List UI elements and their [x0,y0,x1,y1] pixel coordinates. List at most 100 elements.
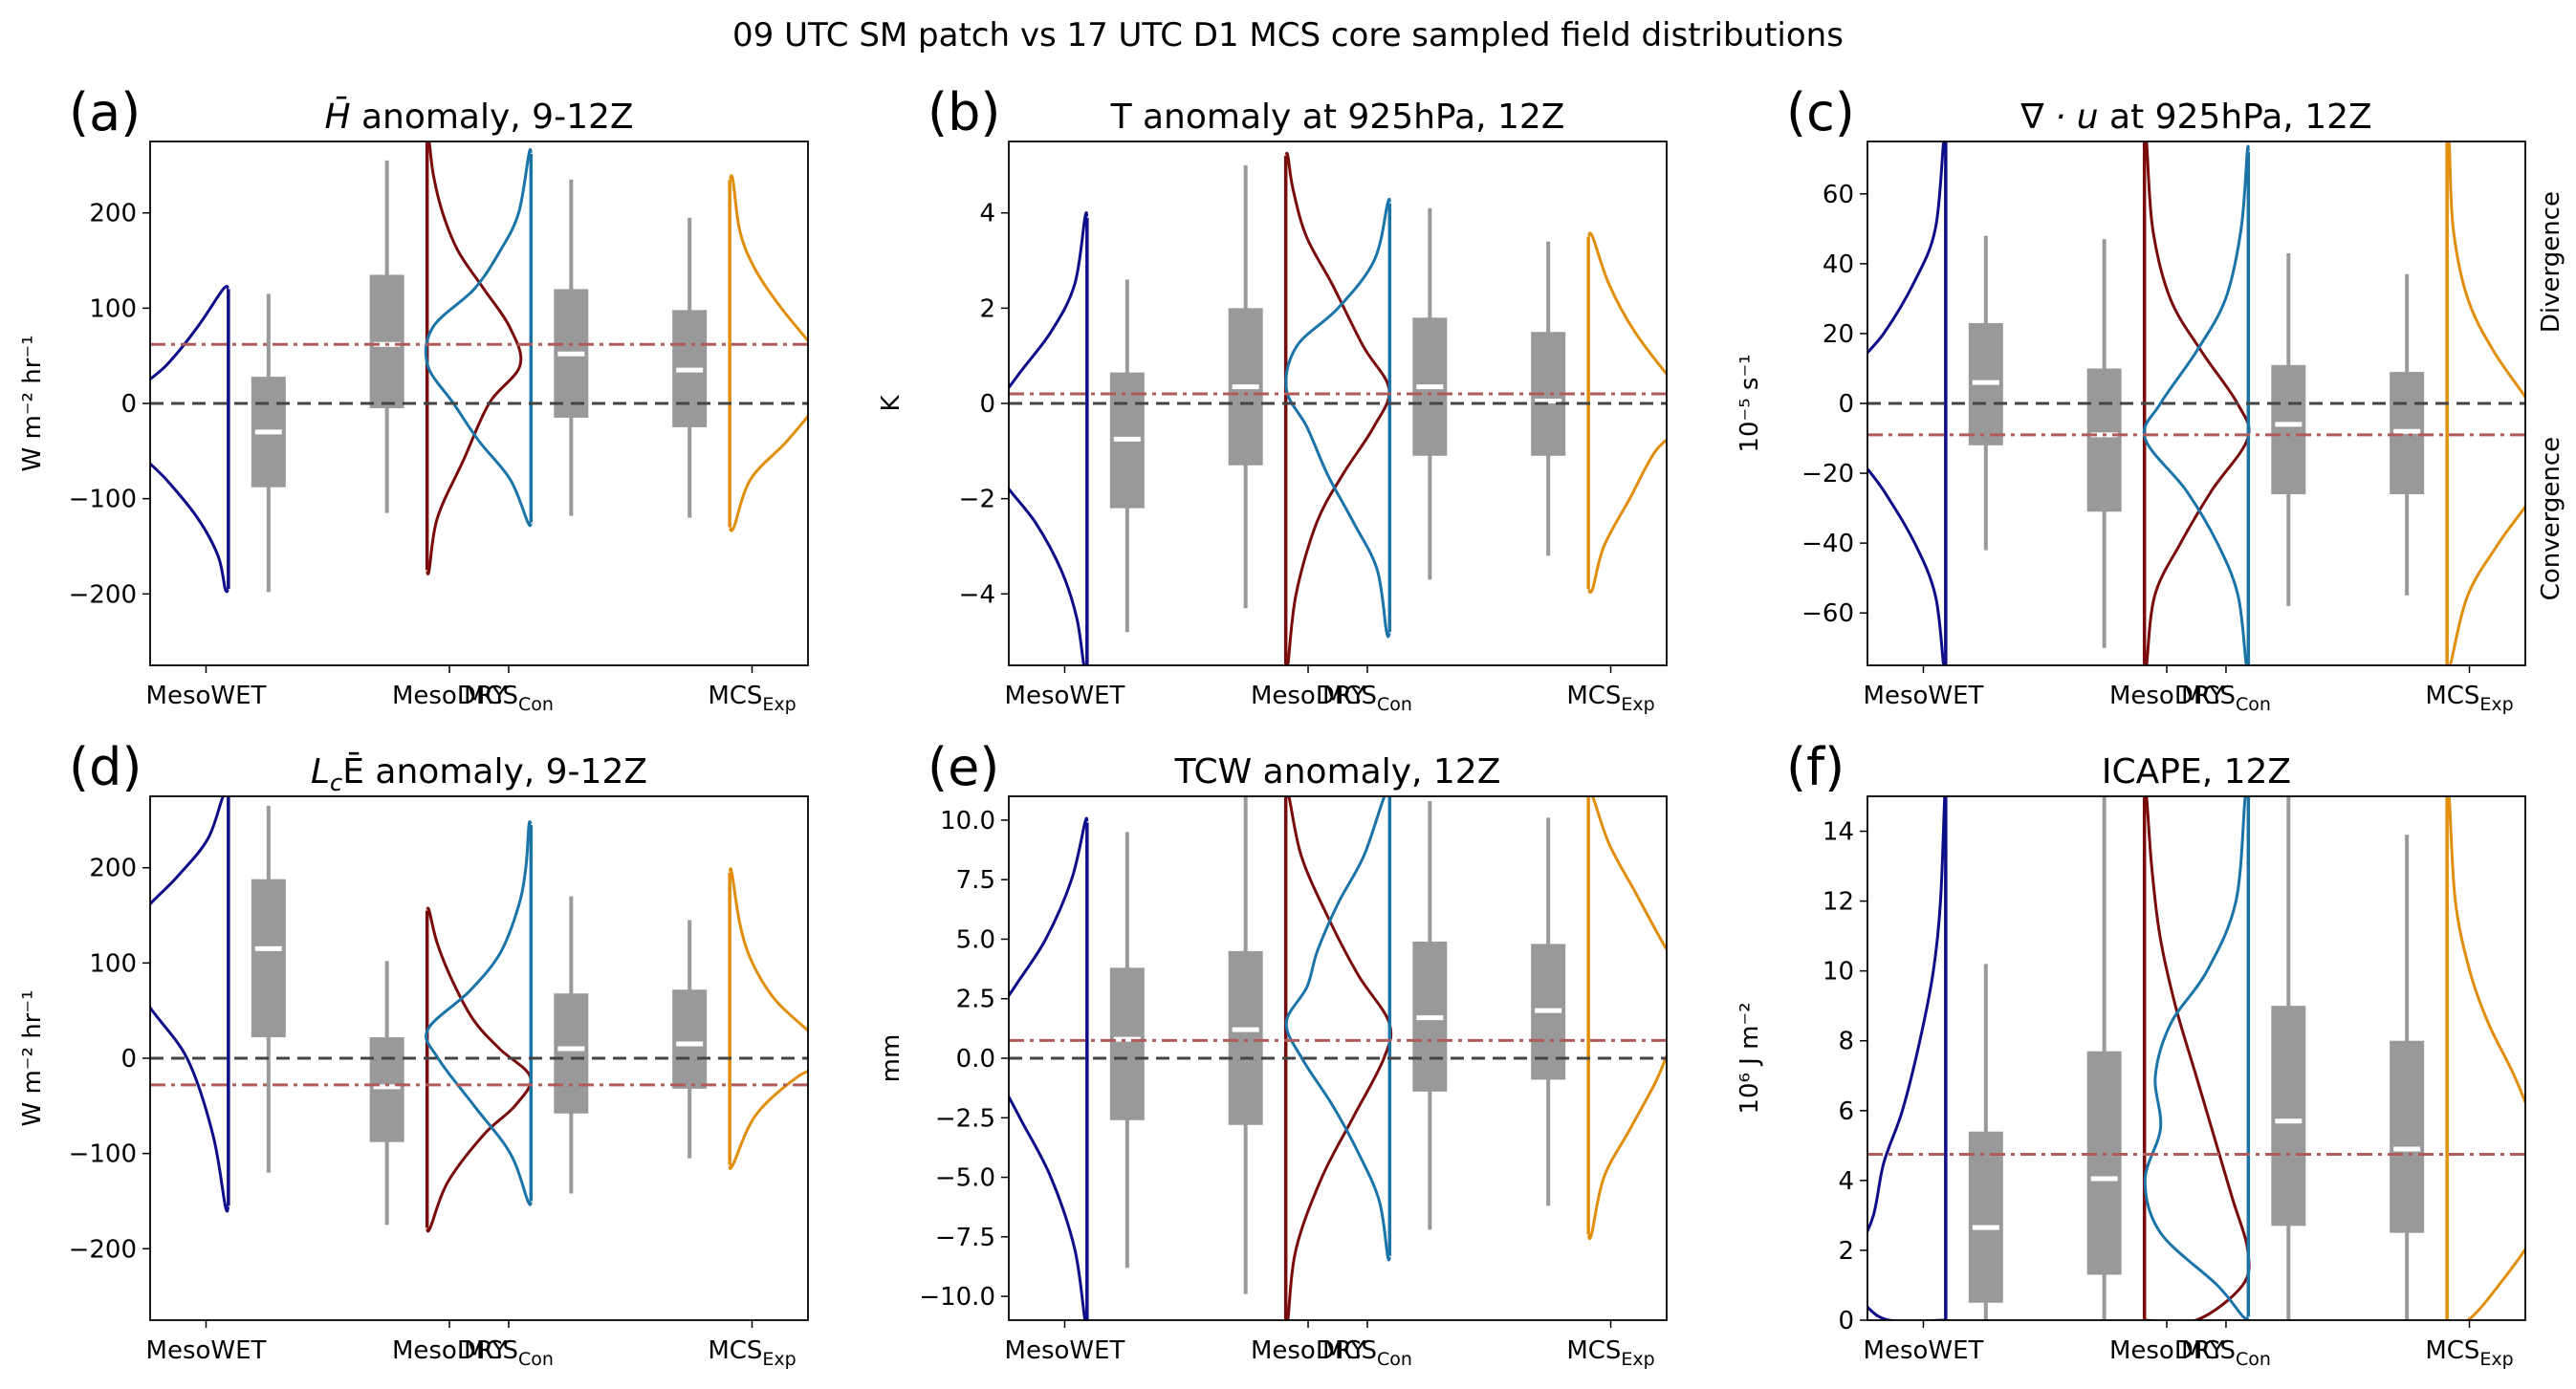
x-tick-sub: Con [518,694,554,715]
axes-frame [149,141,809,666]
series-mcs-exp [1531,796,1667,1241]
x-tick-sub: Exp [762,1349,796,1370]
x-tick-label: MesoDRY [1251,682,1365,710]
x-tick-main: MesoDRY [1251,1336,1365,1365]
violin-outline [2142,144,2250,665]
x-tick-sub: Con [2236,1349,2271,1370]
y-tick-label: −60 [1801,599,1854,628]
panel-title: TCW anomaly, 12Z [1174,752,1501,792]
x-tick-label: MCSCon [464,1336,554,1370]
violin-outline [426,906,533,1233]
violin-outline [2143,796,2251,1320]
panel-label: (b) [928,82,1000,142]
x-tick-main: MesoWET [146,1336,267,1365]
x-tick-label: MesoWET [146,682,267,710]
x-tick-main: MesoWET [146,682,267,710]
y-tick-label: 4 [979,200,995,228]
y-tick-label: 20 [1823,320,1854,349]
x-tick-label: MCSCon [1322,682,1412,715]
series-mesodry [2086,796,2251,1320]
series-mcs-con [1284,197,1448,639]
x-tick-main: MesoWET [1864,1336,1984,1365]
y-axis-label: W m⁻² hr⁻¹ [18,989,47,1126]
y-tick-label: −100 [69,1140,137,1169]
y-tick-label: 4 [1838,1167,1854,1196]
x-tick-label: MesoDRY [2109,1336,2224,1365]
violin-outline [1284,796,1391,1262]
panel-title: ∇ · u at 925hPa, 12Z [2019,98,2371,137]
panel-f: (f) ICAPE, 12Z 10⁶ J m⁻² 14 12 10 8 6 4 2 0 MesoWET… [1736,737,2526,1370]
y-tick-label: −5.0 [935,1164,995,1193]
x-tick-main: MCS [2425,1336,2479,1365]
box [2271,1006,2306,1226]
x-tick-sub: Con [1377,694,1412,715]
x-tick-main: MCS [2181,682,2236,710]
panel-e: (e) TCW anomaly, 12Z mm 10.0 7.5 5.0 2.5 0.0 −2.… [877,737,1668,1370]
series-mcs-con [424,147,589,528]
x-tick-main: MCS [2425,682,2479,710]
axes-frame [1008,141,1668,666]
x-tick-label: MesoWET [1005,682,1125,710]
x-tick-label: MesoWET [1005,1336,1125,1365]
box [2271,364,2306,494]
x-tick-sub: Con [2236,694,2271,715]
y-axis-label: 10⁻⁵ s⁻¹ [1736,354,1764,452]
violin-outline [1867,796,1948,1320]
y-tick-label: −2 [959,486,995,514]
series-mcs-con [2143,796,2306,1320]
y-tick-label: −20 [1801,460,1854,488]
series-mesodry [369,141,523,575]
violin-outline [424,147,533,528]
x-tick-main: MCS [464,1336,518,1365]
side-label-convergence: Convergence [2537,437,2565,600]
y-tick-label: 12 [1823,888,1854,917]
x-tick-label: MCSExp [708,682,796,715]
panel-label: (c) [1786,82,1855,142]
series-mesodry [369,906,533,1233]
panel-d: (d) LcĒ anomaly, 9-12Z W m⁻² hr⁻¹ 200 100 0 −1… [18,737,809,1370]
x-tick-label: MesoWET [146,1336,267,1365]
x-tick-label: MCSCon [2181,1336,2271,1370]
series-mcs-con [1284,796,1448,1262]
axes-frame [1867,795,2526,1321]
y-tick-label: −10.0 [919,1283,995,1312]
y-tick-label: −200 [69,1235,137,1264]
x-tick-main: MCS [708,682,762,710]
panel-label: (d) [69,737,142,797]
plot-area [150,796,808,1233]
series-mesowet [150,796,286,1213]
box [2390,1040,2425,1233]
y-tick-label: 2.5 [956,986,995,1014]
axes-frame [149,795,809,1321]
violin-outline [150,796,230,1213]
y-tick-label: −2.5 [935,1104,995,1133]
y-tick-label: 10.0 [940,807,995,836]
plot-area [1009,796,1667,1320]
y-tick-label: 200 [89,200,137,228]
violin-outline [2143,141,2251,665]
x-tick-label: MCSExp [708,1336,796,1370]
x-tick-main: MCS [2181,1336,2236,1365]
title-text: ICAPE, 12Z [2102,752,2291,792]
box [1228,950,1263,1125]
y-tick-label: 60 [1823,181,1854,209]
panel-title: ICAPE, 12Z [2102,752,2291,792]
plot-area [1867,796,2525,1320]
title-symbol: H̄ [324,96,350,137]
panel-title: LcĒ anomaly, 9-12Z [311,752,647,796]
panel-label: (f) [1786,737,1845,797]
violin-outline [2445,796,2525,1320]
x-tick-label: MesoWET [1864,682,1984,710]
x-tick-main: MCS [708,1336,762,1365]
y-tick-label: 2 [979,294,995,323]
series-mcs-exp [2390,796,2525,1320]
figure-suptitle: 09 UTC SM patch vs 17 UTC D1 MCS core sa… [732,16,1844,54]
y-tick-label: −200 [69,580,137,609]
y-tick-label: 0 [979,390,995,419]
x-tick-label: MesoDRY [392,1336,507,1365]
violin-outline [150,284,230,594]
title-text: T anomaly at 925hPa, 12Z [1110,98,1565,137]
panel-b: (b) T anomaly at 925hPa, 12Z K 4 2 0 −2 −4 MesoW… [877,82,1668,715]
panel-c: (c) ∇ · u at 925hPa, 12Z 10⁻⁵ s⁻¹ 60 40 20 0 −2… [1736,82,2565,715]
